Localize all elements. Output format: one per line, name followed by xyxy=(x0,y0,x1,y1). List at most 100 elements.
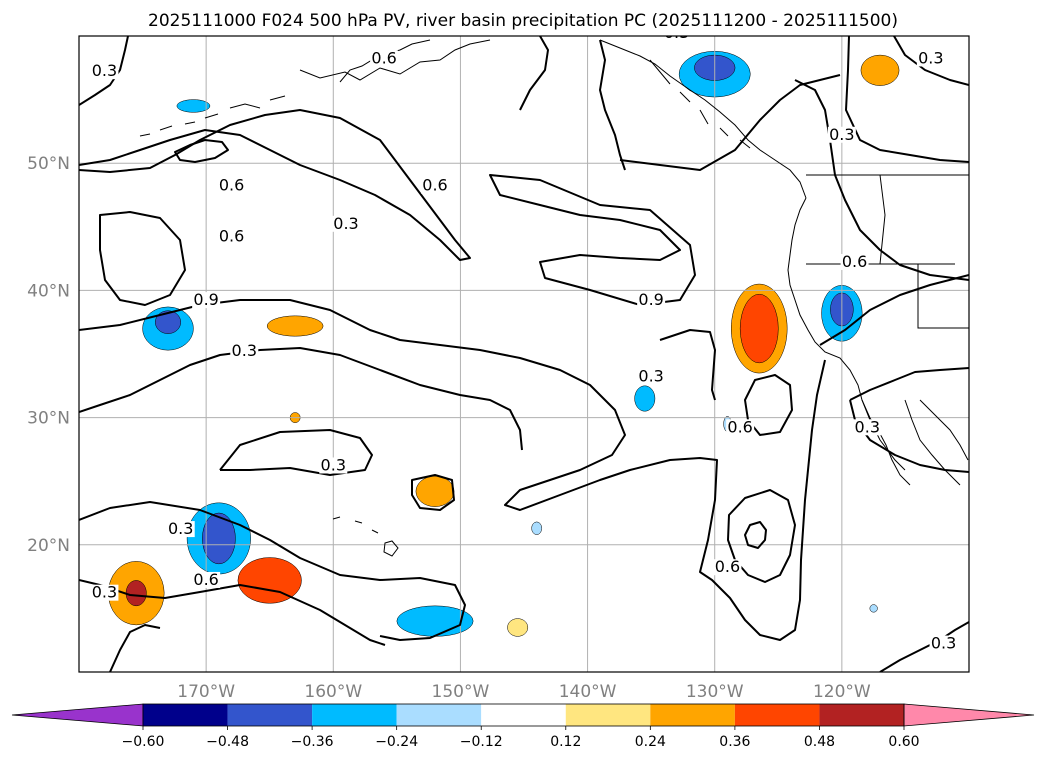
longitude-label: 160°W xyxy=(304,682,362,702)
contour-label: 0.6 xyxy=(715,557,740,576)
latitude-label: 20°N xyxy=(27,536,70,556)
contour-label: 0.6 xyxy=(219,227,244,246)
longitude-label: 170°W xyxy=(177,682,235,702)
precip-patch xyxy=(860,54,900,86)
contour-label: 0.9 xyxy=(638,290,663,309)
colorbar-tick-label: −0.12 xyxy=(460,734,503,750)
longitude-label: 140°W xyxy=(559,682,617,702)
precip-patch xyxy=(531,521,543,535)
gridlines xyxy=(79,36,969,672)
contour-label: 0.6 xyxy=(842,252,867,271)
contour-label: 0.3 xyxy=(918,48,943,67)
colorbar-segment xyxy=(143,704,228,726)
precip-patch xyxy=(869,604,878,613)
contour-label-background xyxy=(637,368,666,385)
colorbar-tick-label: −0.36 xyxy=(291,734,334,750)
contour-label: 0.3 xyxy=(829,125,854,144)
pv-contours xyxy=(79,36,969,672)
contour-label-background xyxy=(192,292,221,309)
longitude-label: 130°W xyxy=(686,682,744,702)
colorbar-under-extension xyxy=(11,703,144,727)
coastlines xyxy=(139,39,969,557)
contour-label: 0.6 xyxy=(371,48,396,67)
contour-label-background xyxy=(230,343,259,359)
contour-label-background xyxy=(662,36,691,41)
contour-label-background xyxy=(726,419,755,436)
colorbar-segment xyxy=(819,704,904,726)
contour-label: 0.6 xyxy=(193,570,218,589)
colorbar-segment xyxy=(396,704,482,726)
map-area: 0.3 0.6 0.6 0.9 0.3 0.3 0.6 0.6 0.3 0.3 0.3 0.6 0.9 0… xyxy=(78,23,970,673)
map-frame xyxy=(78,35,970,673)
contour-label-background xyxy=(166,521,195,538)
contour-label: 0.3 xyxy=(168,519,193,538)
colorbar-tick-label: 0.24 xyxy=(635,734,666,750)
contour-label-background xyxy=(332,215,360,232)
map-title: 2025111000 F024 500 hPa PV, river basin … xyxy=(148,11,898,31)
colorbar-over-extension xyxy=(903,703,1035,727)
colorbar-frame xyxy=(142,703,905,727)
contour-label-background xyxy=(840,253,869,270)
precip-patch xyxy=(202,512,236,565)
colorbar-tick-label: 0.48 xyxy=(804,734,835,750)
latitude-label: 50°N xyxy=(27,154,70,174)
colorbar-segment xyxy=(650,704,735,726)
contour-label-background xyxy=(90,63,119,80)
colorbar-tick-label: 0.36 xyxy=(719,734,750,750)
contour-label: 0.3 xyxy=(92,61,117,80)
colorbar-tick-label: −0.60 xyxy=(122,734,165,750)
colorbar-segment xyxy=(734,704,820,726)
latitude-label: 40°N xyxy=(27,281,70,301)
contour-label-background xyxy=(192,571,221,588)
precip-patch xyxy=(266,315,324,337)
contour-label-background xyxy=(637,292,666,309)
colorbar-tick-label: −0.48 xyxy=(206,734,249,750)
precip-patch xyxy=(507,618,529,637)
colorbar-segment xyxy=(481,704,566,726)
precip-patch xyxy=(125,580,147,607)
precip-patch xyxy=(237,557,302,604)
longitude-label: 150°W xyxy=(432,682,490,702)
longitude-labels: 170°W 160°W 150°W 140°W 130°W 120°W xyxy=(177,682,871,702)
contour-label: 0.3 xyxy=(321,455,346,474)
contour-label: 0.3 xyxy=(232,341,257,360)
contour-label: 0.3 xyxy=(333,214,358,233)
contour-label: 0.3 xyxy=(664,23,689,42)
contour-label-background xyxy=(929,635,958,652)
contour-label: 0.3 xyxy=(638,366,663,385)
contour-label: 0.6 xyxy=(219,176,244,195)
contour-label: 0.9 xyxy=(193,290,218,309)
colorbar-tick-label: −0.24 xyxy=(375,734,418,750)
contour-label: 0.3 xyxy=(931,634,956,653)
contour-label-background xyxy=(370,50,399,67)
longitude-label: 120°W xyxy=(813,682,871,702)
contour-label: 0.6 xyxy=(422,176,447,195)
latitude-labels: 50°N 40°N 30°N 20°N xyxy=(27,154,70,556)
contour-label-background xyxy=(217,177,246,194)
precip-patch xyxy=(415,475,455,507)
contour-label-background xyxy=(90,584,119,601)
contour-label-background xyxy=(916,50,945,67)
contour-label-background xyxy=(319,457,348,474)
colorbar-segment xyxy=(565,704,651,726)
colorbar-tick-label: 0.60 xyxy=(888,734,919,750)
contour-label: 0.3 xyxy=(92,583,117,602)
colorbar-segment xyxy=(312,704,397,726)
contour-label-background xyxy=(217,228,246,245)
contour-label: 0.3 xyxy=(855,417,880,436)
contour-label-background xyxy=(827,126,856,143)
contour-labels: 0.3 0.6 0.6 0.9 0.3 0.3 0.6 0.6 0.3 0.3 0.3 0.6 0.9 0… xyxy=(90,23,958,653)
colorbar-tick-label: 0.12 xyxy=(550,734,581,750)
contour-label-background xyxy=(853,419,882,436)
colorbar: −0.60 −0.48 −0.36 −0.24 −0.12 0.12 0.24 0.36 0.4… xyxy=(11,703,1035,750)
contour-label: 0.6 xyxy=(727,417,752,436)
precip-patch xyxy=(739,293,779,364)
contour-label-background xyxy=(421,177,449,194)
precip-patch xyxy=(176,99,211,113)
precip-patch xyxy=(155,310,181,334)
precip-patch xyxy=(634,385,656,412)
colorbar-segment xyxy=(227,704,313,726)
latitude-label: 30°N xyxy=(27,409,70,429)
contour-label-background xyxy=(713,559,742,576)
